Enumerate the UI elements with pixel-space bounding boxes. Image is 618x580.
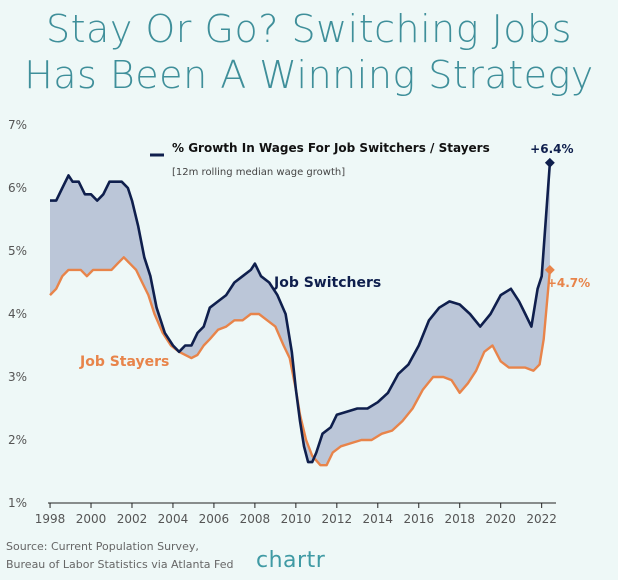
job-switchers-label: Job Switchers — [273, 275, 381, 291]
x-tick-label: 2012 — [322, 512, 353, 526]
brand-logo: chartr — [256, 548, 326, 573]
y-tick-label: 7% — [8, 118, 27, 132]
job-stayers-end-label: +4.7% — [547, 276, 590, 290]
source-note: Source: Current Population Survey, Burea… — [6, 538, 234, 574]
y-axis: 1% 2% 3% 4% 5% 6% 7% — [8, 118, 27, 510]
x-tick-label: 2010 — [281, 512, 312, 526]
y-tick-label: 4% — [8, 307, 27, 321]
job-stayers-label: Job Stayers — [79, 354, 169, 370]
x-tick-label: 2008 — [240, 512, 271, 526]
job-stayers-end-marker — [544, 157, 555, 168]
job-switchers-end-label: +6.4% — [530, 142, 573, 156]
y-tick-label: 3% — [8, 370, 27, 384]
source-line-2: Bureau of Labor Statistics via Atlanta F… — [6, 558, 234, 571]
source-line-1: Source: Current Population Survey, — [6, 540, 199, 553]
y-tick-label: 5% — [8, 244, 27, 258]
series-labels: Job Switchers Job Stayers +6.4% +4.7% — [79, 142, 590, 370]
x-tick-label: 2016 — [403, 512, 434, 526]
job-switchers-line — [49, 256, 552, 467]
chart-title-line-2: Has Been A Winning Strategy — [24, 53, 594, 97]
job-switchers-end-marker — [544, 264, 555, 275]
x-tick-label: 2000 — [76, 512, 107, 526]
chart-title: Stay Or Go? Switching Jobs Has Been A Wi… — [0, 6, 618, 98]
legend-title: % Growth In Wages For Job Switchers / St… — [172, 141, 490, 155]
x-tick-label: 2022 — [526, 512, 557, 526]
x-tick-label: 2006 — [199, 512, 230, 526]
x-tick-label: 2014 — [363, 512, 394, 526]
x-tick-label: 1998 — [35, 512, 66, 526]
x-tick-label: 2004 — [158, 512, 189, 526]
x-axis: 1998 2000 2002 2004 2006 2008 2010 2012 2014 2016… — [35, 502, 557, 526]
x-tick-label: 2020 — [485, 512, 516, 526]
y-tick-label: 1% — [8, 496, 27, 510]
series-lines — [49, 157, 555, 467]
x-tick-label: 2002 — [117, 512, 148, 526]
legend: % Growth In Wages For Job Switchers / St… — [150, 141, 490, 178]
chart-title-line-1: Stay Or Go? Switching Jobs — [46, 7, 572, 51]
wage-gap-fill — [50, 162, 550, 466]
chart-plot: 1% 2% 3% 4% 5% 6% 7% 1998 2000 2002 2004 2006 2008 2… — [8, 118, 590, 526]
y-tick-label: 6% — [8, 181, 27, 195]
y-tick-label: 2% — [8, 433, 27, 447]
x-tick-label: 2018 — [444, 512, 475, 526]
wage-gap-area — [50, 162, 550, 466]
job-stayers-line — [50, 162, 552, 464]
legend-subtitle: [12m rolling median wage growth] — [172, 167, 345, 178]
